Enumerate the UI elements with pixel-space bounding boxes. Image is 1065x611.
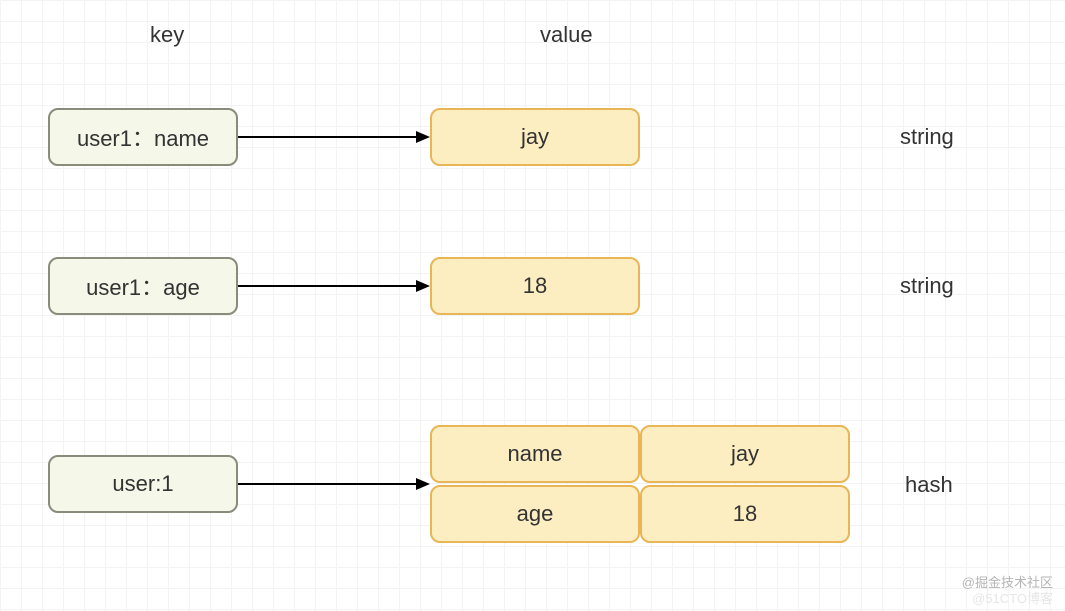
value-box: 18 (640, 485, 850, 543)
value-box: age (430, 485, 640, 543)
value-box: jay (640, 425, 850, 483)
key-box: user1：name (48, 108, 238, 166)
value-box: name (430, 425, 640, 483)
header-value: value (540, 22, 593, 48)
type-label: string (900, 273, 954, 299)
type-label: hash (905, 472, 953, 498)
key-box: user1：age (48, 257, 238, 315)
value-box: jay (430, 108, 640, 166)
value-box: 18 (430, 257, 640, 315)
header-key: key (150, 22, 184, 48)
arrow-icon (238, 471, 430, 497)
watermark-secondary: @51CTO博客 (972, 588, 1053, 607)
type-label: string (900, 124, 954, 150)
arrow-icon (238, 273, 430, 299)
key-box: user:1 (48, 455, 238, 513)
arrow-icon (238, 124, 430, 150)
